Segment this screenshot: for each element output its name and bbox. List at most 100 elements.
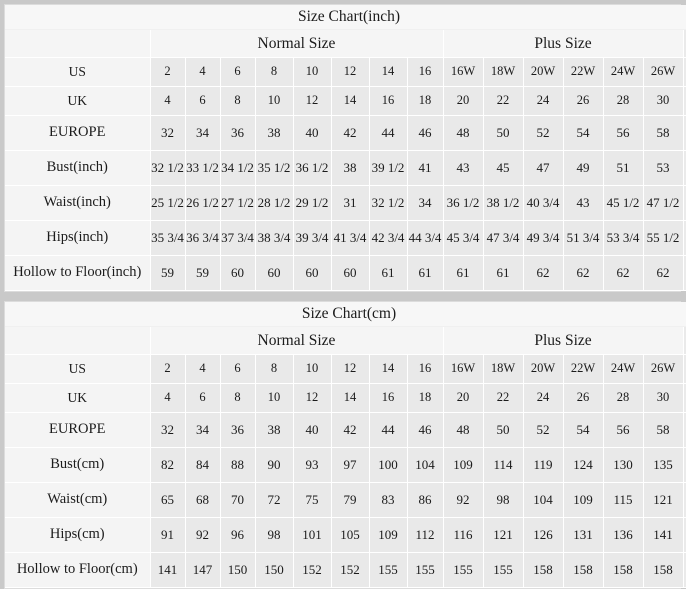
cell-bust-2: 84: [184, 447, 221, 483]
table-row: EUROPE 32 34 36 38 40 42 44 46 48 50 52 …: [5, 412, 686, 448]
cell-us-8: 16: [406, 57, 444, 87]
cell-waist-9: 36 1/2: [442, 185, 484, 221]
cell-us-4: 8: [254, 354, 294, 384]
cell-hollow-12: 62: [562, 255, 604, 291]
cell-us-11: 20W: [522, 354, 564, 384]
cell-us-2: 4: [184, 354, 221, 384]
cell-us-8: 16: [406, 354, 444, 384]
size-table-cm: Size Chart(cm) Normal Size Plus Size US …: [5, 302, 686, 588]
cell-hips-8: 112: [406, 517, 444, 553]
row-label-bust: Bust(cm): [5, 447, 151, 483]
cell-uk-5: 12: [292, 86, 332, 116]
cell-hollow-5: 60: [292, 255, 332, 291]
cell-hips-4: 38 3/4: [254, 220, 294, 256]
cell-europe-6: 42: [330, 115, 370, 151]
cell-us-10: 18W: [482, 354, 524, 384]
cell-waist-10: 98: [482, 482, 524, 518]
cell-waist-10: 38 1/2: [482, 185, 524, 221]
cell-europe-14: 58: [642, 412, 684, 448]
cell-us-11: 20W: [522, 57, 564, 87]
row-label-hollow-to-floor: Hollow to Floor(cm): [5, 552, 151, 588]
cell-waist-8: 86: [406, 482, 444, 518]
cell-waist-6: 31: [330, 185, 370, 221]
cell-hollow-3: 60: [219, 255, 256, 291]
row-label-bust: Bust(inch): [5, 150, 151, 186]
cell-bust-7: 39 1/2: [368, 150, 408, 186]
cell-waist-3: 27 1/2: [219, 185, 256, 221]
cell-waist-11: 104: [522, 482, 564, 518]
cell-europe-10: 50: [482, 115, 524, 151]
cell-bust-14: 53: [642, 150, 684, 186]
cell-hollow-11: 62: [522, 255, 564, 291]
chart-title: Size Chart(cm): [5, 302, 686, 327]
cell-uk-9: 20: [442, 383, 484, 413]
cell-uk-3: 8: [219, 86, 256, 116]
cell-waist-6: 79: [330, 482, 370, 518]
cell-hips-12: 51 3/4: [562, 220, 604, 256]
cell-uk-13: 28: [602, 383, 644, 413]
table-row: Hollow to Floor(cm) 141 147 150 150 152 …: [5, 552, 686, 588]
cell-waist-12: 43: [562, 185, 604, 221]
cell-hollow-9: 61: [442, 255, 484, 291]
cell-hips-11: 49 3/4: [522, 220, 564, 256]
cell-europe-9: 48: [442, 115, 484, 151]
cell-us-9: 16W: [442, 354, 484, 384]
cell-uk-7: 16: [368, 383, 408, 413]
cell-bust-3: 34 1/2: [219, 150, 256, 186]
cell-us-4: 8: [254, 57, 294, 87]
table-row: EUROPE 32 34 36 38 40 42 44 46 48 50 52 …: [5, 115, 686, 151]
cell-hollow-9: 155: [442, 552, 484, 588]
cell-hips-4: 98: [254, 517, 294, 553]
row-label-hips: Hips(inch): [5, 220, 151, 256]
row-label-hips: Hips(cm): [5, 517, 151, 553]
cell-waist-14: 121: [642, 482, 684, 518]
cell-waist-13: 115: [602, 482, 644, 518]
cell-hips-9: 45 3/4: [442, 220, 484, 256]
cell-hollow-11: 158: [522, 552, 564, 588]
row-label-uk: UK: [5, 383, 151, 413]
table-title-row: Size Chart(cm): [5, 302, 686, 327]
cell-us-12: 22W: [562, 354, 604, 384]
cell-europe-8: 46: [406, 412, 444, 448]
cell-bust-8: 41: [406, 150, 444, 186]
cell-europe-14: 58: [642, 115, 684, 151]
cell-hollow-14: 62: [642, 255, 684, 291]
table-group-row: Normal Size Plus Size: [5, 326, 686, 355]
table-row: UK 4 6 8 10 12 14 16 18 20 22 24 26 28 3…: [5, 86, 686, 116]
cell-hips-8: 44 3/4: [406, 220, 444, 256]
cell-waist-7: 83: [368, 482, 408, 518]
cell-uk-3: 8: [219, 383, 256, 413]
cell-hollow-3: 150: [219, 552, 256, 588]
cell-hollow-5: 152: [292, 552, 332, 588]
cell-uk-2: 6: [184, 86, 221, 116]
group-header-plus-size: Plus Size: [442, 326, 684, 355]
cell-europe-12: 54: [562, 412, 604, 448]
cell-hips-1: 91: [149, 517, 186, 553]
cell-uk-14: 30: [642, 86, 684, 116]
cell-uk-8: 18: [406, 383, 444, 413]
cell-waist-5: 75: [292, 482, 332, 518]
row-label-waist: Waist(inch): [5, 185, 151, 221]
cell-waist-14: 47 1/2: [642, 185, 684, 221]
row-label-hollow-to-floor: Hollow to Floor(inch): [5, 255, 151, 291]
cell-hips-13: 136: [602, 517, 644, 553]
cell-uk-1: 4: [149, 383, 186, 413]
table-row: UK 4 6 8 10 12 14 16 18 20 22 24 26 28 3…: [5, 383, 686, 413]
cell-hips-3: 96: [219, 517, 256, 553]
cell-bust-9: 43: [442, 150, 484, 186]
cell-us-14: 26W: [642, 57, 684, 87]
cell-uk-5: 12: [292, 383, 332, 413]
cell-bust-3: 88: [219, 447, 256, 483]
row-label-uk: UK: [5, 86, 151, 116]
table-title-row: Size Chart(inch): [5, 5, 686, 30]
cell-bust-11: 119: [522, 447, 564, 483]
group-header-normal-size: Normal Size: [149, 326, 444, 355]
table-row: Hips(cm) 91 92 96 98 101 105 109 112 116…: [5, 517, 686, 553]
cell-uk-4: 10: [254, 86, 294, 116]
cell-hips-2: 36 3/4: [184, 220, 221, 256]
cell-uk-6: 14: [330, 86, 370, 116]
cell-bust-2: 33 1/2: [184, 150, 221, 186]
cell-hollow-8: 155: [406, 552, 444, 588]
table-row: Hollow to Floor(inch) 59 59 60 60 60 60 …: [5, 255, 686, 291]
cell-hollow-13: 62: [602, 255, 644, 291]
